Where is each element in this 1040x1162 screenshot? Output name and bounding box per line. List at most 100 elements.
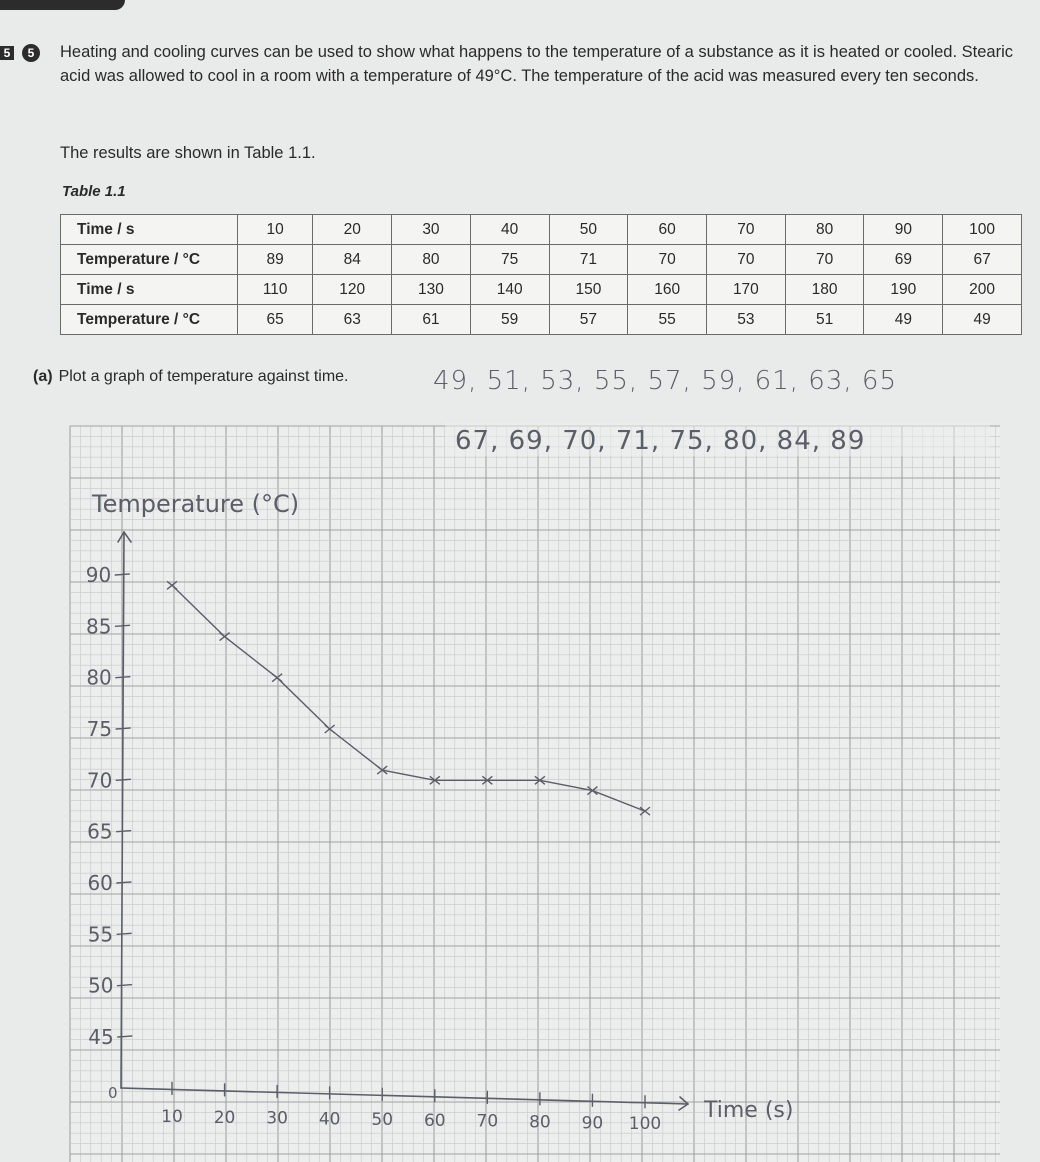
table-caption: Table 1.1 bbox=[62, 183, 126, 200]
table-cell: 200 bbox=[942, 274, 1022, 305]
table-cell: 70 bbox=[627, 244, 708, 275]
table-cell: 70 bbox=[784, 244, 865, 275]
part-a-label: (a) bbox=[33, 368, 53, 385]
y-axis-line bbox=[120, 531, 125, 1089]
part-a-prompt: (a) Plot a graph of temperature against t… bbox=[33, 368, 349, 386]
results-table: Time / s 10 20 30 40 50 60 70 80 90 100 Temperature… bbox=[60, 214, 1022, 335]
plotted-line bbox=[171, 584, 646, 812]
question-paragraph-1: Heating and cooling curves can be used t… bbox=[60, 43, 1014, 85]
handwritten-values-line-2: 67, 69, 70, 71, 75, 80, 84, 89 bbox=[455, 426, 865, 456]
data-point-cross bbox=[376, 765, 388, 775]
x-tick-label: 70 bbox=[477, 1112, 499, 1132]
handwriting-backdrop bbox=[445, 422, 990, 456]
x-axis-label: Time (s) bbox=[703, 1098, 793, 1123]
data-point-cross bbox=[481, 775, 493, 785]
y-tick-label: 50 bbox=[88, 974, 113, 998]
grid-lines bbox=[69, 425, 1000, 1162]
data-point-cross bbox=[534, 775, 546, 785]
header-bar bbox=[0, 0, 125, 10]
table-cell: 51 bbox=[784, 304, 865, 335]
table-cell: 57 bbox=[548, 304, 629, 335]
y-tick-label: 60 bbox=[87, 871, 112, 895]
y-tick-label: 80 bbox=[86, 666, 111, 690]
y-tick-mark bbox=[116, 932, 132, 936]
table-cell: 100 bbox=[942, 214, 1022, 245]
table-cell: 190 bbox=[863, 274, 944, 305]
x-tick-label: 30 bbox=[266, 1109, 288, 1129]
row-header: Temperature / °C bbox=[60, 244, 238, 275]
table-cell: 20 bbox=[312, 214, 393, 245]
x-tick-label: 50 bbox=[371, 1110, 393, 1130]
y-tick-label: 75 bbox=[87, 717, 112, 741]
y-tick-label: 90 bbox=[86, 563, 111, 587]
handwritten-values-line-1: 49, 51, 53, 55, 57, 59, 61, 63, 65 bbox=[433, 366, 897, 396]
data-point-cross bbox=[166, 580, 178, 590]
x-tick-label: 10 bbox=[161, 1107, 183, 1127]
x-tick-label: 90 bbox=[582, 1113, 604, 1133]
y-tick-label: 70 bbox=[87, 768, 112, 792]
y-tick-label: 45 bbox=[88, 1025, 113, 1049]
table-cell: 120 bbox=[312, 274, 393, 305]
table-cell: 80 bbox=[784, 214, 865, 245]
table-cell: 75 bbox=[469, 244, 550, 275]
x-tick-label: 100 bbox=[629, 1114, 661, 1134]
y-tick-label: 65 bbox=[87, 820, 112, 844]
y-tick-mark bbox=[115, 829, 132, 833]
axes bbox=[117, 531, 689, 1111]
row-header: Time / s bbox=[60, 274, 238, 305]
data-point-cross bbox=[429, 775, 441, 785]
table-cell: 84 bbox=[312, 244, 393, 275]
table-cell: 130 bbox=[391, 274, 471, 305]
y-tick-mark bbox=[114, 573, 130, 576]
y-tick-mark bbox=[116, 983, 133, 987]
x-axis-line bbox=[120, 1087, 689, 1105]
table-cell: 49 bbox=[942, 304, 1022, 335]
series-line bbox=[171, 584, 646, 812]
y-tick-mark bbox=[115, 727, 131, 730]
table-cell: 65 bbox=[236, 304, 314, 335]
y-axis-arrow bbox=[117, 531, 125, 543]
table-cell: 70 bbox=[706, 214, 786, 245]
table-row: Temperature / °C 65 63 61 59 57 55 53 51 49 49 bbox=[60, 304, 1022, 335]
data-point-cross bbox=[639, 806, 651, 816]
table-cell: 30 bbox=[391, 214, 471, 245]
x-tick-label: 40 bbox=[319, 1109, 341, 1129]
table-cell: 10 bbox=[236, 214, 314, 245]
x-axis-arrow bbox=[679, 1096, 689, 1105]
table-cell: 180 bbox=[784, 274, 865, 305]
x-tick-label: 20 bbox=[214, 1108, 236, 1128]
y-tick-mark bbox=[116, 881, 132, 884]
y-tick-label: 85 bbox=[86, 614, 111, 638]
part-a-text: Plot a graph of temperature against time… bbox=[58, 368, 349, 385]
question-number-box: 5 bbox=[0, 46, 14, 60]
table-cell: 170 bbox=[706, 274, 786, 305]
table-cell: 59 bbox=[469, 304, 550, 335]
table-cell: 160 bbox=[627, 274, 708, 305]
table-cell: 49 bbox=[863, 304, 944, 335]
y-tick-mark bbox=[117, 1035, 133, 1038]
y-tick-label: 55 bbox=[88, 922, 113, 946]
y-tick-mark bbox=[115, 675, 131, 679]
y-axis-arrow bbox=[123, 531, 132, 543]
y-tick-mark bbox=[114, 624, 131, 628]
question-paragraph-2: The results are shown in Table 1.1. bbox=[60, 144, 316, 162]
table-cell: 150 bbox=[548, 274, 629, 305]
x-tick-label: 60 bbox=[424, 1111, 446, 1131]
x-tick-label: 80 bbox=[529, 1113, 551, 1133]
origin-label: 0 bbox=[108, 1084, 118, 1102]
table-cell: 89 bbox=[236, 244, 314, 275]
question-number-circle: 5 bbox=[22, 44, 40, 62]
tick-labels: 90 85 80 75 70 65 60 55 50 45 10 20 30 40 50 60 70 80 90 10… bbox=[86, 563, 661, 1134]
table-cell: 55 bbox=[627, 304, 708, 335]
data-point-cross bbox=[271, 673, 283, 683]
table-cell: 90 bbox=[863, 214, 944, 245]
table-cell: 61 bbox=[391, 304, 471, 335]
data-point-cross bbox=[587, 786, 598, 796]
row-header: Temperature / °C bbox=[60, 304, 238, 335]
y-axis-label: Temperature (°C) bbox=[91, 490, 299, 518]
x-axis-arrow bbox=[678, 1103, 689, 1111]
table-cell: 80 bbox=[391, 244, 471, 275]
data-point-cross bbox=[219, 632, 230, 642]
